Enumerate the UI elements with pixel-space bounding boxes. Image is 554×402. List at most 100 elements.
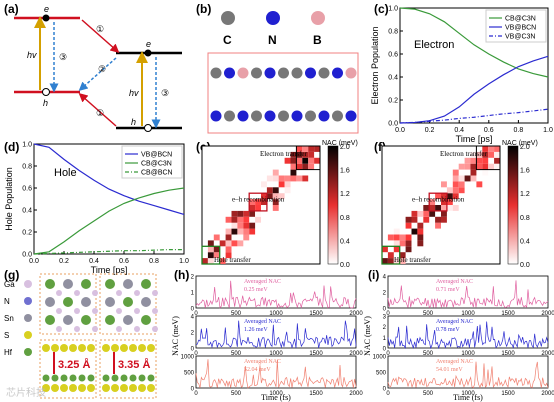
colorbar-tick: 0.4 — [520, 238, 530, 245]
y-tick-label: 0.4 — [22, 208, 32, 215]
heatmap-cell — [207, 258, 214, 264]
heatmap-cell — [393, 228, 400, 235]
heatmap-cell — [441, 181, 447, 188]
heatmap-cell — [243, 210, 250, 217]
heatmap-cell — [441, 193, 447, 200]
averaged-nac-value: 0.25 meV — [244, 287, 268, 293]
y-tick-label: 4 — [383, 275, 387, 281]
label-e-left: e — [44, 4, 49, 14]
heatmap-cell — [470, 163, 477, 170]
atom — [141, 297, 151, 307]
x-axis-label: Time (fs) — [453, 393, 483, 402]
electron-transfer-box — [475, 145, 501, 171]
atom — [51, 384, 59, 392]
heatmap-cell — [237, 240, 244, 247]
x-tick-label: 2000 — [541, 311, 554, 317]
hole-transfer-box — [201, 245, 221, 265]
atom — [129, 344, 137, 352]
atom — [60, 374, 68, 382]
x-tick-label: 500 — [231, 391, 242, 397]
heatmap-cell — [255, 199, 261, 205]
atom — [123, 297, 133, 307]
atom — [141, 315, 151, 325]
y-tick-label: 4 — [191, 315, 195, 321]
heatmap-cell — [417, 228, 424, 235]
heatmap-cell — [308, 151, 315, 158]
atom-top-layer — [224, 67, 235, 79]
heatmap-cell — [290, 163, 297, 170]
heatmap-cell — [314, 146, 320, 152]
atom-top-layer — [278, 67, 289, 79]
heatmap-cell — [452, 175, 459, 182]
heatmap-cell — [207, 246, 214, 253]
atom — [63, 315, 73, 325]
averaged-nac-label: Averaged NAC — [244, 279, 281, 285]
heatmap-cell — [446, 205, 453, 211]
y-tick-label: 0.6 — [388, 52, 398, 59]
step-1-bottom: ① — [96, 108, 104, 118]
heatmap-cell — [405, 240, 412, 247]
atom — [74, 326, 80, 332]
heatmap-cell — [237, 216, 244, 223]
atom-bottom-layer — [278, 110, 289, 122]
y-tick-label: 0 — [383, 307, 387, 313]
heatmap-cell — [266, 193, 273, 200]
atom — [81, 297, 91, 307]
heatmap-cell — [470, 157, 477, 164]
heatmap-cell — [476, 151, 483, 158]
heatmap-cell — [266, 175, 273, 182]
side-view-cell — [39, 339, 97, 399]
nac-line — [387, 361, 549, 389]
heatmap-cell — [219, 240, 226, 247]
heatmap-cell — [219, 258, 226, 264]
atom — [92, 326, 98, 332]
heatmap-cell — [423, 210, 430, 217]
chart-annotation: Hole — [54, 167, 77, 179]
colorbar-tick: 1.2 — [340, 191, 350, 198]
heatmap-cell — [249, 210, 256, 217]
x-tick-label: 1500 — [309, 351, 323, 357]
atom — [138, 384, 146, 392]
x-tick-label: 1500 — [501, 391, 515, 397]
atom — [141, 279, 151, 289]
nac-line — [387, 280, 549, 309]
heatmap-cell — [446, 193, 453, 200]
heatmap-cell — [308, 146, 315, 152]
atom-c-label: C — [223, 33, 232, 47]
atom-bottom-layer — [251, 110, 262, 122]
annotation-recombination: e–h recombination — [232, 195, 285, 203]
heatmap-cell — [476, 181, 483, 188]
atom-bottom-layer — [291, 110, 303, 122]
y-axis-label: Electron Population — [370, 26, 380, 104]
x-tick-label: 0 — [194, 391, 198, 397]
element-swatch — [24, 280, 32, 288]
heatmap-cell — [470, 175, 477, 182]
heatmap-cell — [417, 222, 424, 229]
atom-bottom-layer — [305, 110, 316, 122]
chart-c-electron-population: 0.0 0.2 0.4 0.6 0.8 1.0 0.0 0.2 0.4 0.6 0.8 1.0 Time… — [370, 6, 553, 145]
panel-label-c: (c) — [374, 2, 389, 16]
atom-top-layer — [291, 67, 303, 79]
atom-b-legend — [311, 11, 325, 25]
heatmap-cell — [225, 246, 232, 253]
atom — [105, 279, 115, 289]
heatmap-cell — [435, 205, 441, 211]
heatmap-cell — [470, 169, 477, 176]
heatmap-cell — [405, 246, 412, 253]
y-tick-label: 1000 — [181, 355, 195, 361]
x-tick-label: 0.0 — [29, 258, 39, 265]
x-tick-label: 0 — [194, 351, 198, 357]
atom — [81, 315, 91, 325]
legend-entry: VB@BCN — [505, 25, 536, 32]
nac-plot-frame — [195, 275, 357, 309]
atom — [63, 297, 73, 307]
heatmap-cell — [464, 157, 471, 164]
y-tick-label: 0 — [383, 347, 387, 353]
nac-plot-frame — [195, 315, 357, 349]
averaged-nac-value: 0.78 meV — [436, 327, 460, 333]
y-tick-label: 0.6 — [22, 186, 32, 193]
atom-b-label: B — [313, 33, 322, 47]
heatmap-cell — [278, 175, 285, 182]
atom — [138, 374, 146, 382]
heatmap-cell — [272, 193, 279, 200]
